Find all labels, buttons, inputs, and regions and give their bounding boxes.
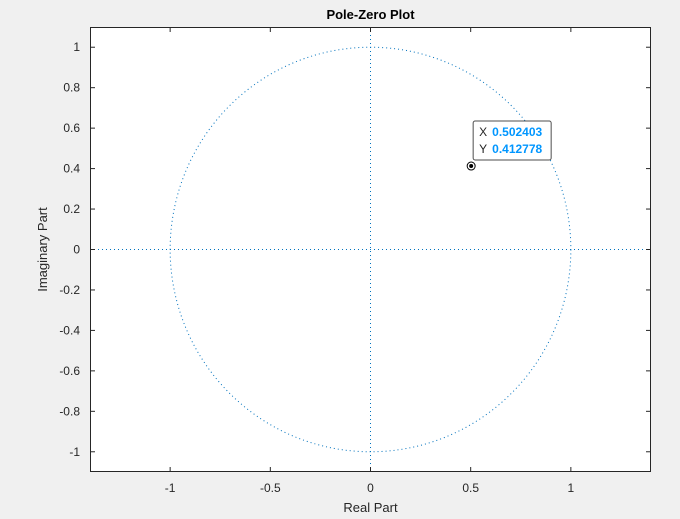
reference-lines — [90, 27, 651, 472]
data-tip[interactable]: X 0.502403 Y 0.412778 — [472, 120, 552, 161]
y-tick-label: 0.6 — [63, 121, 80, 135]
x-tick-label: 1 — [568, 481, 575, 495]
x-tick-label: 0 — [367, 481, 374, 495]
y-tick-label: 1 — [73, 40, 80, 54]
y-tick-label: -0.4 — [59, 323, 80, 337]
y-tick-label: -0.2 — [59, 283, 80, 297]
x-axis-ticks: -1 -0.5 0 0.5 1 — [165, 27, 575, 495]
datatip-y-label: Y — [479, 142, 487, 156]
x-tick-label: -0.5 — [260, 481, 281, 495]
y-axis-ticks: -1 -0.8 -0.6 -0.4 -0.2 0 0.2 0.4 0.6 0.8 1 — [59, 40, 651, 459]
datatip-box — [472, 120, 552, 161]
unit-circle-path — [169, 46, 572, 453]
y-tick-label: 0.2 — [63, 202, 80, 216]
datatip-y-value: 0.412778 — [492, 142, 542, 156]
datatip-marker — [469, 164, 474, 169]
x-tick-label: 0.5 — [462, 481, 479, 495]
chart-title: Pole-Zero Plot — [326, 7, 415, 22]
y-tick-label: 0 — [73, 243, 80, 257]
x-axis-title: Real Part — [343, 500, 398, 515]
datatip-x-value: 0.502403 — [492, 125, 542, 139]
datatip-x-label: X — [479, 125, 487, 139]
y-tick-label: -1 — [69, 445, 80, 459]
unit-circle — [169, 46, 572, 453]
y-axis-title: Imaginary Part — [35, 207, 50, 292]
y-tick-label: -0.8 — [59, 404, 80, 418]
x-tick-label: -1 — [165, 481, 176, 495]
data-points — [466, 161, 476, 171]
y-tick-label: -0.6 — [59, 364, 80, 378]
y-tick-label: 0.8 — [63, 81, 80, 95]
y-tick-label: 0.4 — [63, 162, 80, 176]
